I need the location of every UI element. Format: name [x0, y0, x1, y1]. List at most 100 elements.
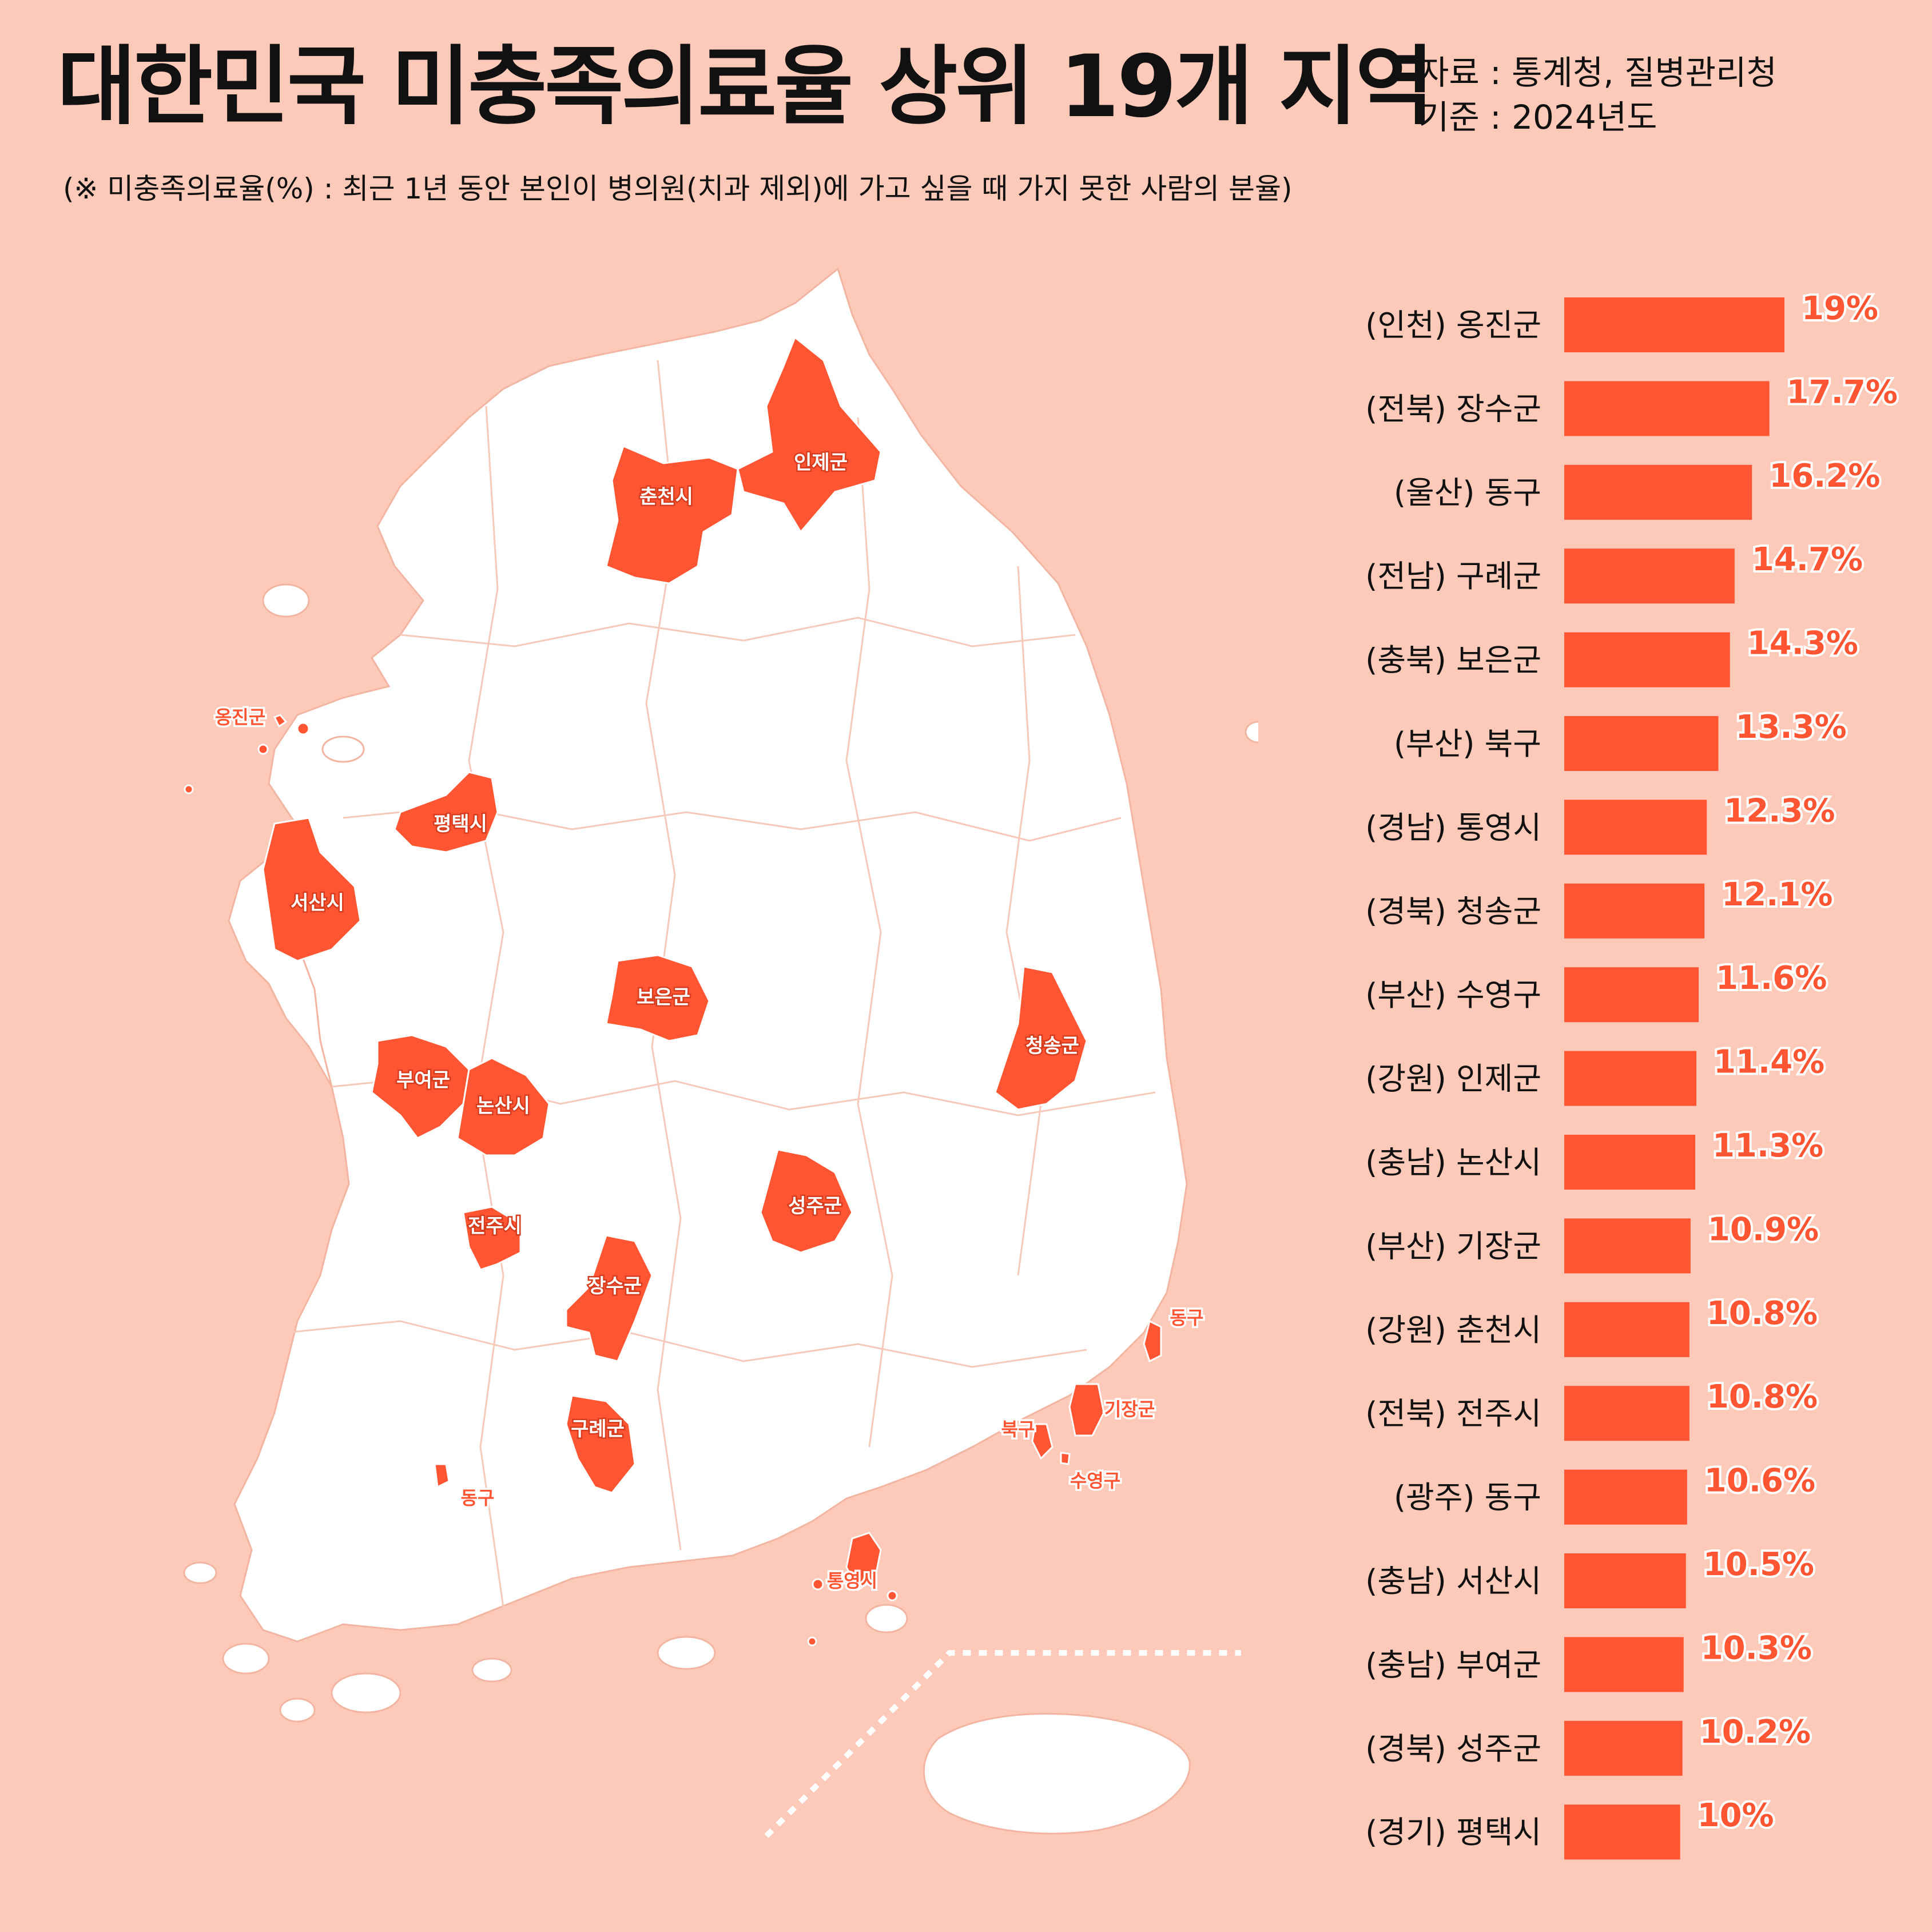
- bar-category-label: (부산) 북구: [1394, 726, 1541, 762]
- bar: [1564, 1553, 1686, 1608]
- region-pyeongtaek: [393, 771, 499, 853]
- region-ongjin-island: [257, 744, 269, 755]
- map-label-seosan: 서산시: [291, 892, 344, 915]
- map-label-busan-bukgu: 북구: [1001, 1418, 1035, 1440]
- map-label-gurye: 구례군: [571, 1418, 625, 1441]
- island-shape: [262, 583, 310, 618]
- bar-category-label: (강원) 춘천시: [1365, 1312, 1541, 1348]
- bar-value-label: 10.5%: [1703, 1546, 1814, 1583]
- bar: [1564, 464, 1752, 520]
- map-label-gwangju-donggu: 동구: [461, 1487, 495, 1509]
- region-tongyeong-island: [807, 1636, 817, 1647]
- map-label-ulsan-donggu: 동구: [1170, 1307, 1204, 1329]
- bar: [1564, 967, 1699, 1023]
- map-label-inje: 인제군: [794, 451, 848, 474]
- bar: [1564, 1469, 1687, 1525]
- bar: [1564, 632, 1730, 687]
- bar-category-label: (부산) 기장군: [1365, 1228, 1541, 1264]
- bar: [1564, 883, 1705, 939]
- map-label-chuncheon: 춘천시: [639, 486, 693, 508]
- region-chuncheon: [605, 444, 739, 585]
- island-shape: [279, 1698, 316, 1723]
- bar-value-label: 19%: [1802, 290, 1878, 327]
- map-label-buyeo: 부여군: [396, 1069, 450, 1092]
- bar-value-label: 10.3%: [1701, 1629, 1812, 1667]
- bar: [1564, 1218, 1691, 1274]
- island-shape: [865, 1604, 908, 1633]
- bar-value-label: 10.6%: [1704, 1462, 1815, 1500]
- region-ongjin: [273, 714, 288, 728]
- bar-value-label: 11.6%: [1716, 960, 1827, 997]
- island-shape: [331, 1672, 401, 1714]
- bar: [1564, 1804, 1680, 1860]
- region-gwangju-donggu: [434, 1463, 450, 1489]
- bar: [1564, 1637, 1684, 1692]
- region-gijang: [1068, 1383, 1105, 1437]
- region-buyeo: [371, 1034, 470, 1139]
- region-border: [1005, 566, 1042, 1276]
- bar-category-label: (충남) 부여군: [1365, 1647, 1541, 1683]
- island-shape: [321, 736, 365, 763]
- bar-category-label: (강원) 인제군: [1365, 1061, 1541, 1097]
- region-jangsu: [565, 1234, 653, 1362]
- island-shape: [471, 1657, 512, 1683]
- bar: [1564, 1051, 1696, 1106]
- bar: [1564, 548, 1735, 604]
- bar: [1564, 1135, 1695, 1190]
- bar-category-label: (광주) 동구: [1394, 1480, 1541, 1516]
- map-label-boeun: 보은군: [637, 986, 690, 1009]
- bar-category-label: (인천) 옹진군: [1365, 307, 1541, 343]
- bar-value-label: 10.9%: [1708, 1211, 1819, 1248]
- bar-value-label: 12.1%: [1722, 876, 1832, 913]
- region-seongju: [760, 1148, 853, 1254]
- map-label-pyeongtaek: 평택시: [434, 813, 487, 836]
- bar-value-label: 13.3%: [1736, 709, 1847, 746]
- island-shape: [222, 1643, 270, 1675]
- region-ulsan-donggu: [1143, 1319, 1162, 1363]
- region-nonsan: [456, 1057, 550, 1156]
- map-label-tongyeong: 통영시: [827, 1570, 877, 1592]
- bar-value-label: 16.2%: [1769, 458, 1880, 495]
- bar: [1564, 716, 1719, 771]
- bar-value-label: 14.3%: [1747, 625, 1858, 662]
- bar: [1564, 1302, 1689, 1357]
- korea-map: 춘천시 인제군 평택시 서산시 보은군 청송군 부여군 논산시 성주군 전주시 …: [183, 267, 1258, 1838]
- bar-category-label: (전남) 구례군: [1365, 558, 1541, 594]
- bar-value-label: 14.7%: [1752, 541, 1863, 578]
- region-tongyeong-island: [887, 1590, 898, 1601]
- bar-category-label: (충남) 논산시: [1365, 1144, 1541, 1180]
- region-border: [845, 417, 893, 1448]
- map-label-seongju: 성주군: [788, 1195, 842, 1218]
- bar-value-label: 12.3%: [1724, 792, 1835, 829]
- bar-value-label: 17.7%: [1787, 373, 1898, 411]
- region-jeonju: [462, 1206, 522, 1271]
- ulleung-island-shape: [1245, 721, 1258, 744]
- region-inje: [737, 336, 882, 534]
- region-border: [468, 406, 504, 1608]
- bar-category-label: (부산) 수영구: [1365, 977, 1541, 1013]
- jeju-island-shape: [923, 1712, 1191, 1835]
- bar-value-label: 10.8%: [1707, 1378, 1818, 1416]
- bar-category-label: (충남) 서산시: [1365, 1563, 1541, 1599]
- definition-note: (※ 미충족의료율(%) : 최근 1년 동안 본인이 병의원(치과 제외)에 …: [63, 172, 1293, 205]
- bar: [1564, 1386, 1689, 1441]
- bar-value-label: 11.4%: [1714, 1044, 1824, 1081]
- region-suyeong: [1060, 1452, 1071, 1465]
- region-ongjin-island: [296, 722, 310, 736]
- bar-category-label: (경기) 평택시: [1365, 1814, 1541, 1850]
- base-year-line: 기준 : 2024년도: [1418, 98, 1657, 137]
- map-label-gijang: 기장군: [1104, 1398, 1155, 1420]
- bar-category-label: (경북) 성주군: [1365, 1731, 1541, 1767]
- bar-category-label: (충북) 보은군: [1365, 642, 1541, 678]
- region-seosan: [262, 817, 361, 962]
- bar-category-label: (경북) 청송군: [1365, 893, 1541, 929]
- region-cheongsong: [994, 965, 1088, 1111]
- region-border: [285, 1320, 1087, 1368]
- bar-category-label: (경남) 통영시: [1365, 809, 1541, 845]
- bar-value-label: 10.2%: [1700, 1714, 1811, 1751]
- bar: [1564, 381, 1770, 436]
- map-label-ongjin: 옹진군: [215, 706, 265, 728]
- bar: [1564, 800, 1707, 855]
- source-info: 자료 : 통계청, 질병관리청 기준 : 2024년도: [1418, 50, 1777, 140]
- bar-category-label: (전북) 장수군: [1365, 391, 1541, 427]
